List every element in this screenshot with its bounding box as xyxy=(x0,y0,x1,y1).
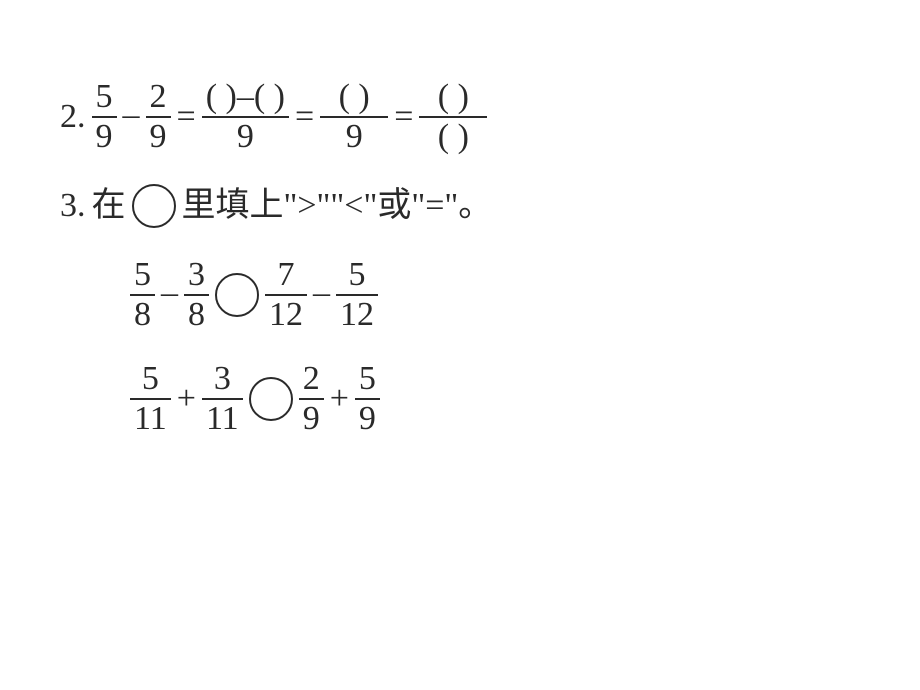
prompt-text-post: 里填上">""<"或"="。 xyxy=(182,184,493,228)
frac: 5 11 xyxy=(130,362,171,436)
q2-step3: ( ) ( ) xyxy=(419,80,487,154)
q2-step1: ( )–( ) 9 xyxy=(202,80,289,154)
q3-number: 3. xyxy=(60,184,86,228)
numerator: 3 xyxy=(210,362,235,396)
prompt-text-pre: 在 xyxy=(92,184,126,228)
frac: 2 9 xyxy=(299,362,324,436)
frac: 3 8 xyxy=(184,258,209,332)
denominator: 9 xyxy=(355,402,380,436)
blank[interactable]: ( ) xyxy=(419,80,487,114)
minus-op: – xyxy=(237,78,254,115)
numerator: 2 xyxy=(299,362,324,396)
denominator: 9 xyxy=(146,120,171,154)
numerator: 5 xyxy=(138,362,163,396)
minus-op: – xyxy=(117,93,146,137)
frac: 5 9 xyxy=(355,362,380,436)
question-2: 2. 5 9 – 2 9 = ( )–( ) 9 = ( ) 9 xyxy=(60,80,920,154)
denominator: 8 xyxy=(184,298,209,332)
q2-frac-a: 5 9 xyxy=(92,80,117,154)
numerator: 7 xyxy=(274,258,299,292)
denominator: 9 xyxy=(320,120,388,154)
question-3-prompt: 3. 在 里填上">""<"或"="。 xyxy=(60,184,920,228)
blank[interactable]: ( ) xyxy=(254,78,285,115)
numerator: ( )–( ) xyxy=(202,80,289,114)
q2-step2: ( ) 9 xyxy=(320,80,388,154)
numerator: 5 xyxy=(355,362,380,396)
denominator: 9 xyxy=(233,120,258,154)
equals-op: = xyxy=(388,95,419,139)
q2-number: 2. xyxy=(60,95,86,139)
equals-op: = xyxy=(289,95,320,139)
compare-blank[interactable] xyxy=(215,273,259,317)
blank[interactable]: ( ) xyxy=(320,80,388,114)
q2-frac-b: 2 9 xyxy=(146,80,171,154)
denominator: 9 xyxy=(92,120,117,154)
numerator: 5 xyxy=(130,258,155,292)
blank[interactable]: ( ) xyxy=(419,120,487,154)
circle-icon xyxy=(132,184,176,228)
numerator: 2 xyxy=(146,80,171,114)
denominator: 12 xyxy=(265,298,307,332)
compare-blank[interactable] xyxy=(249,377,293,421)
frac: 7 12 xyxy=(265,258,307,332)
minus-op: – xyxy=(307,271,336,315)
denominator: 11 xyxy=(130,402,171,436)
frac: 3 11 xyxy=(202,362,243,436)
q3-expression-2: 5 11 + 3 11 2 9 + 5 9 xyxy=(130,362,920,436)
plus-op: + xyxy=(324,377,355,421)
blank[interactable]: ( ) xyxy=(206,78,237,115)
minus-op: – xyxy=(155,271,184,315)
worksheet-page: 2. 5 9 – 2 9 = ( )–( ) 9 = ( ) 9 xyxy=(0,0,920,436)
denominator: 8 xyxy=(130,298,155,332)
frac: 5 12 xyxy=(336,258,378,332)
equals-op: = xyxy=(171,95,202,139)
q3-expression-1: 5 8 – 3 8 7 12 – 5 12 xyxy=(130,258,920,332)
denominator: 12 xyxy=(336,298,378,332)
frac: 5 8 xyxy=(130,258,155,332)
plus-op: + xyxy=(171,377,202,421)
numerator: 5 xyxy=(92,80,117,114)
numerator: 5 xyxy=(345,258,370,292)
numerator: 3 xyxy=(184,258,209,292)
denominator: 9 xyxy=(299,402,324,436)
denominator: 11 xyxy=(202,402,243,436)
